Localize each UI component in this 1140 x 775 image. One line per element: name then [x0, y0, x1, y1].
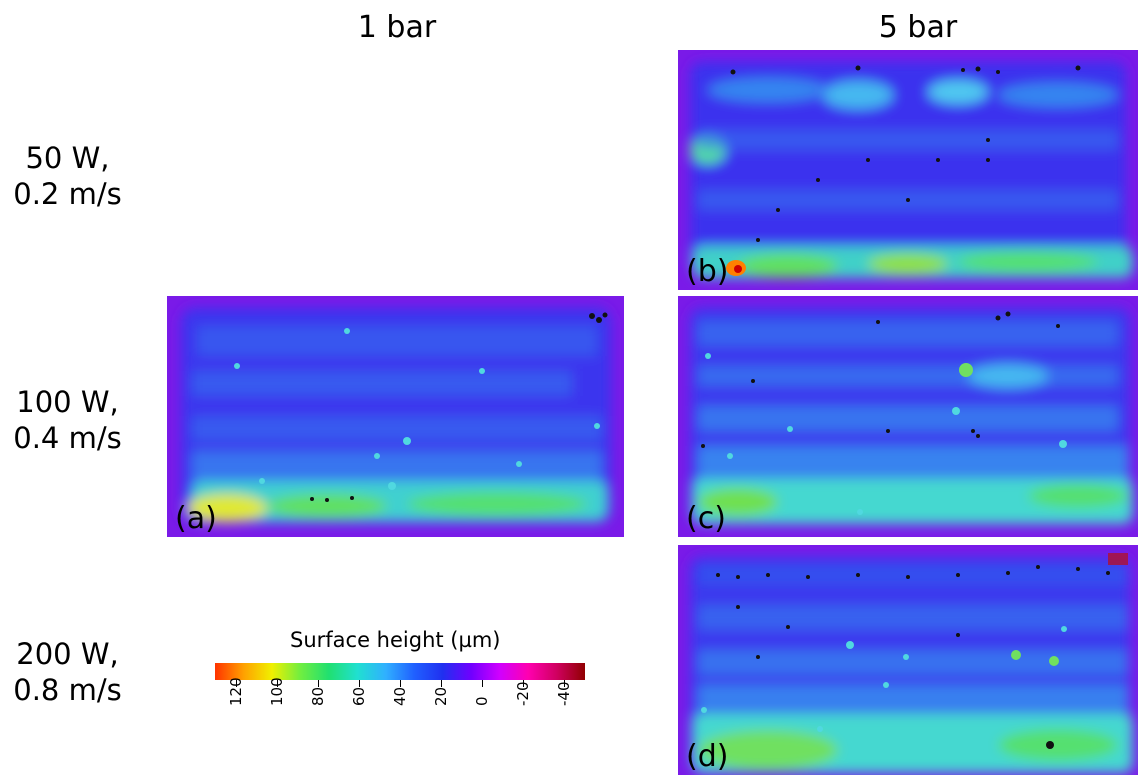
column-header-1-bar: 1 bar: [357, 10, 437, 45]
colorbar-tick: [482, 680, 483, 687]
colorbar-tick: [318, 680, 319, 687]
colorbar-tick: [400, 680, 401, 687]
colorbar-tick: [441, 680, 442, 687]
colorbar-tick-label: -20: [514, 681, 532, 707]
height-map-panel-a: (a): [167, 296, 624, 537]
height-map-panel-b: (b): [678, 50, 1138, 290]
row-label-50w: 50 W, 0.2 m/s: [0, 140, 135, 212]
panel-label-a: (a): [175, 501, 217, 536]
colorbar-tick-label: 20: [432, 686, 450, 706]
colorbar-title: Surface height (µm): [290, 628, 501, 652]
height-map-a-image: [167, 296, 624, 537]
height-map-d-image: [678, 545, 1138, 775]
column-header-5-bar: 5 bar: [878, 10, 958, 45]
panel-label-b: (b): [686, 254, 729, 289]
panel-label-d: (d): [686, 739, 729, 774]
height-map-panel-d: (d): [678, 545, 1138, 775]
row-speed: 0.8 m/s: [13, 673, 122, 707]
row-label-200w: 200 W, 0.8 m/s: [0, 636, 135, 708]
colorbar-tick-label: 100: [268, 677, 286, 706]
colorbar-tick-label: -40: [555, 681, 573, 707]
colorbar-tick: [359, 680, 360, 687]
row-power: 100 W,: [16, 385, 119, 419]
panel-label-c: (c): [686, 501, 726, 536]
colorbar-tick-label: 0: [473, 696, 491, 706]
colorbar-tick: [564, 680, 565, 687]
colorbar-tick-label: 40: [391, 686, 409, 706]
colorbar-tick: [236, 680, 237, 687]
row-speed: 0.2 m/s: [13, 177, 122, 211]
row-speed: 0.4 m/s: [13, 421, 122, 455]
colorbar-tick-label: 80: [309, 686, 327, 706]
row-power: 200 W,: [16, 637, 119, 671]
colorbar-tick-label: 120: [227, 677, 245, 706]
height-map-c-image: [678, 296, 1138, 537]
colorbar-gradient: [215, 663, 585, 680]
row-power: 50 W,: [25, 141, 110, 175]
colorbar-tick-label: 60: [350, 686, 368, 706]
colorbar-tick: [277, 680, 278, 687]
colorbar-tick: [523, 680, 524, 687]
height-map-panel-c: (c): [678, 296, 1138, 537]
row-label-100w: 100 W, 0.4 m/s: [0, 384, 135, 456]
height-map-b-image: [678, 50, 1138, 290]
